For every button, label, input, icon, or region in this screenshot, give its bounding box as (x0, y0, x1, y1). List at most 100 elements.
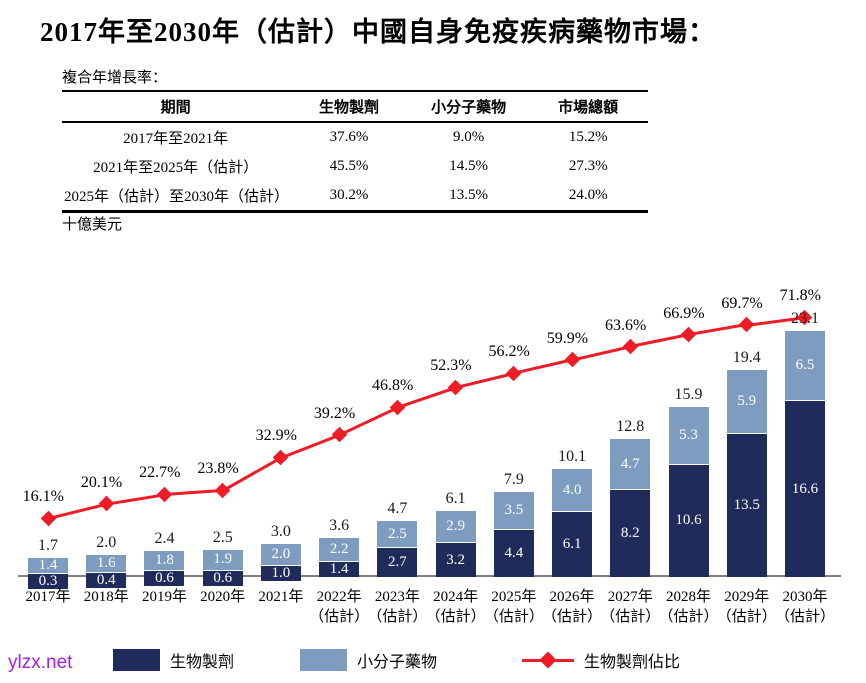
cagr-row: 2025年（估計）至2030年（估計） 30.2% 13.5% 24.0% (62, 181, 648, 212)
line-value-label: 32.9% (255, 427, 297, 445)
bar-segment-biologics: 0.4 (86, 571, 127, 588)
bar-segment-small-molecule: 4.0 (552, 468, 593, 512)
data-point-diamond-icon (389, 399, 406, 416)
line-value-label: 52.3% (430, 357, 472, 375)
bar-total-label: 6.1 (445, 490, 466, 508)
y-axis-unit-label: 十億美元 (62, 217, 123, 233)
cagr-cell: 27.3% (568, 158, 608, 174)
bar-total-label: 23.1 (790, 310, 819, 328)
bar-segment-small-molecule: 1.6 (86, 554, 127, 572)
legend-item-biologics-share: 生物製劑佔比 (522, 648, 680, 672)
cagr-caption: 複合年增長率： (62, 70, 168, 86)
trend-line-segment (106, 492, 165, 505)
data-point-diamond-icon (564, 352, 580, 368)
legend-item-biologics: 生物製劑 (113, 648, 234, 672)
line-value-label: 23.8% (197, 460, 239, 478)
cagr-cell: 13.5% (449, 187, 488, 203)
legend-label-biologics: 生物製劑 (170, 654, 235, 671)
cagr-cell: 2017年至2021年 (123, 131, 229, 147)
watermark: ylzx.net (8, 652, 73, 673)
data-point-diamond-icon (680, 326, 697, 343)
x-axis-label: 2019年 (141, 589, 187, 605)
cagr-cell: 2021年至2025年（估計） (93, 160, 259, 176)
legend-item-small-molecule: 小分子藥物 (300, 648, 437, 672)
bar-segment-biologics: 4.4 (493, 530, 534, 577)
cagr-table-body: 2017年至2021年 37.6% 9.0% 15.2% 2021年至2025年（估計）… (62, 122, 648, 212)
line-value-label: 71.8% (779, 287, 821, 305)
bar-segment-biologics: 0.6 (202, 569, 243, 586)
bar-total-label: 10.1 (558, 447, 587, 465)
cagr-cell: 15.2% (568, 129, 608, 145)
bar-segment-biologics: 1.0 (260, 565, 301, 582)
segment-value-label: 0.4 (96, 571, 116, 588)
data-point-diamond-icon (40, 510, 56, 526)
bar-total-label: 7.9 (503, 471, 524, 489)
segment-value-label: 1.0 (271, 565, 291, 582)
x-axis-label: 2022年 （估計） (309, 589, 370, 625)
bar-segment-small-molecule: 1.8 (144, 550, 185, 570)
bar-segment-small-molecule: 2.5 (377, 520, 418, 548)
trend-line-segment (688, 323, 747, 336)
line-marker-icon (522, 649, 574, 671)
segment-value-label: 2.5 (388, 525, 407, 542)
cagr-row: 2021年至2025年（估計） 45.5% 14.5% 27.3% (62, 152, 648, 181)
cagr-cell: 37.6% (329, 129, 369, 145)
bar-segment-biologics: 16.6 (784, 401, 825, 577)
bar-total-label: 2.4 (154, 529, 175, 547)
data-point-diamond-icon (156, 486, 173, 502)
page-title: 2017年至2030年（估計）中國自身免疫疾病藥物市場： (40, 17, 716, 47)
cagr-col-header: 小分子藥物 (408, 91, 529, 123)
bar-total-label: 3.6 (329, 516, 350, 534)
cagr-table-header: 期間 生物製劑 小分子藥物 市場總額 (62, 91, 648, 123)
segment-value-label: 8.2 (620, 525, 640, 542)
x-axis-line (18, 575, 841, 577)
bar-total-label: 3.0 (270, 523, 291, 541)
x-axis-label: 2024年 （估計） (425, 589, 486, 625)
data-point-diamond-icon (506, 365, 522, 382)
segment-value-label: 6.1 (562, 536, 582, 553)
bar-total-label: 1.7 (38, 536, 58, 554)
bar-segment-biologics: 3.2 (435, 543, 476, 577)
segment-value-label: 0.6 (213, 569, 233, 586)
bar-segment-biologics: 6.1 (552, 512, 593, 577)
cagr-cell: 45.5% (329, 158, 369, 174)
data-point-diamond-icon (273, 449, 289, 466)
x-axis-label: 2023年 （估計） (367, 589, 428, 625)
bar-segment-small-molecule: 3.5 (493, 492, 534, 530)
x-axis-label: 2027年 （估計） (600, 589, 661, 625)
line-value-label: 69.7% (721, 294, 763, 312)
segment-value-label: 2.2 (329, 540, 349, 557)
x-axis-label: 2028年 （估計） (658, 589, 719, 625)
line-value-label: 66.9% (663, 304, 705, 322)
data-point-diamond-icon (622, 338, 639, 355)
bar-segment-biologics: 2.7 (377, 548, 418, 577)
segment-value-label: 2.7 (388, 554, 407, 571)
segment-value-label: 2.0 (271, 546, 291, 563)
bar-total-label: 2.0 (96, 533, 117, 551)
bar-segment-small-molecule: 5.9 (726, 370, 767, 433)
segment-value-label: 6.5 (795, 357, 815, 374)
data-point-diamond-icon (98, 495, 114, 512)
x-axis-label: 2021年 (258, 589, 304, 605)
segment-value-label: 1.8 (155, 551, 174, 568)
segment-value-label: 4.0 (562, 481, 582, 498)
data-point-diamond-icon (447, 379, 464, 396)
segment-value-label: 1.9 (213, 551, 233, 568)
bar-total-label: 12.8 (616, 418, 645, 436)
bar-segment-biologics: 0.3 (28, 573, 68, 589)
bar-segment-biologics: 1.4 (319, 561, 360, 578)
bar-segment-small-molecule: 4.7 (610, 439, 651, 490)
cagr-cell: 30.2% (329, 187, 369, 203)
line-value-label: 59.9% (546, 329, 589, 347)
line-value-label: 22.7% (139, 464, 181, 482)
cagr-col-header: 市場總額 (528, 91, 648, 123)
bar-total-label: 19.4 (732, 349, 761, 367)
data-point-diamond-icon (738, 316, 755, 333)
cagr-row: 2017年至2021年 37.6% 9.0% 15.2% (62, 122, 648, 152)
cagr-cell: 9.0% (452, 129, 485, 145)
segment-value-label: 2.9 (446, 518, 465, 535)
segment-value-label: 1.4 (329, 561, 349, 578)
x-axis-label: 2025年 （估計） (483, 589, 544, 625)
x-axis-label: 2020年 (200, 589, 246, 605)
bar-total-label: 2.5 (212, 528, 233, 546)
